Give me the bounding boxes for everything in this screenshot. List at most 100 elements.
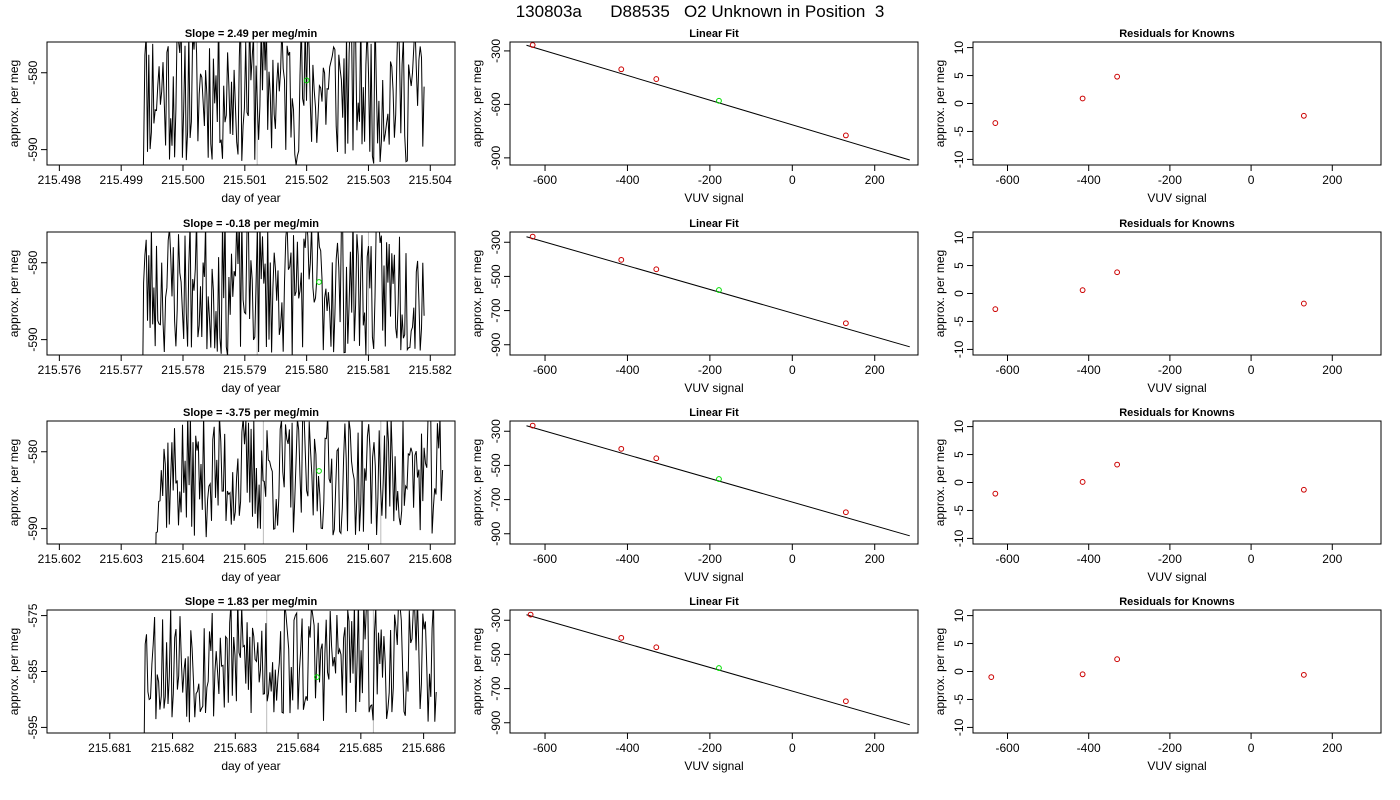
r1-timeseries-x-tick-label: 215.503 <box>347 173 391 187</box>
r4-linear_fit-known-point <box>842 698 849 705</box>
r1-residuals-residual-point <box>1300 112 1307 119</box>
r1-linear_fit-known-point <box>653 76 660 82</box>
r4-residuals-residual-point <box>988 674 995 680</box>
r3-timeseries-x-tick-label: 215.607 <box>347 552 391 566</box>
r3-residuals-residual-point <box>1114 461 1121 468</box>
r1-residuals-x-axis-label: VUV signal <box>1147 191 1206 205</box>
r1-residuals-y-axis-label: approx. per meg <box>933 60 947 147</box>
r2-linear_fit-x-tick-label: 0 <box>789 363 796 377</box>
r2-timeseries-mean-point <box>316 279 322 285</box>
r1-linear_fit-x-tick-label: -600 <box>533 173 557 187</box>
r3-timeseries-x-tick-label: 215.603 <box>99 552 143 566</box>
r4-linear_fit-y-tick-label: -700 <box>489 676 503 700</box>
r4-timeseries-x-tick-label: 215.682 <box>151 741 195 755</box>
r2-residuals-x-axis-label: VUV signal <box>1147 381 1206 395</box>
r4-linear_fit-x-tick-label: -600 <box>533 741 557 755</box>
r4-timeseries-title: Slope = 1.83 per meg/min <box>185 596 318 608</box>
r4-residuals-y-tick-label: -10 <box>952 718 966 736</box>
r4-timeseries-x-tick-label: 215.683 <box>214 741 258 755</box>
r4-linear_fit-x-axis-label: VUV signal <box>684 759 743 773</box>
r2-linear_fit-known-point <box>842 320 849 327</box>
r3-residuals-title: Residuals for Knowns <box>1119 407 1235 419</box>
r4-timeseries-plot-frame <box>46 609 456 734</box>
r2-linear_fit-known-point <box>618 256 625 263</box>
r1-linear_fit-y-tick-label: -600 <box>489 92 503 116</box>
r2-linear_fit-x-tick-label: -400 <box>615 363 639 377</box>
r1-timeseries-x-tick-label: 215.504 <box>409 173 453 187</box>
r3-residuals-y-tick-label: -5 <box>952 505 966 516</box>
r3-residuals-residual-point <box>992 490 999 497</box>
r2-linear_fit-plot-frame <box>509 231 919 356</box>
r3-linear_fit-x-tick-label: 200 <box>865 552 885 566</box>
r2-residuals-x-tick-label: 200 <box>1322 363 1342 377</box>
r1-residuals-x-tick-label: -400 <box>1077 173 1101 187</box>
r2-residuals-x-tick-label: -600 <box>995 363 1019 377</box>
r3-residuals-y-tick-label: 0 <box>952 479 966 486</box>
r2-residuals-residual-point <box>1079 287 1086 294</box>
r1-linear_fit-known-point <box>618 66 625 73</box>
r1-linear_fit-x-tick-label: 0 <box>789 173 796 187</box>
r2-linear_fit-x-tick-label: -200 <box>698 363 722 377</box>
r4-linear_fit-y-tick-label: -900 <box>489 710 503 734</box>
r2-linear_fit-x-tick-label: -600 <box>533 363 557 377</box>
r2-residuals-x-tick-label: -200 <box>1158 363 1182 377</box>
r1-residuals-residual-point <box>1114 73 1121 80</box>
r1-residuals-residual-point <box>992 120 999 126</box>
r3-residuals-y-tick-label: 5 <box>952 451 966 458</box>
r3-linear_fit-plot-frame <box>509 420 919 545</box>
r2-linear_fit-y-tick-label: -300 <box>489 230 503 254</box>
r4-residuals-y-tick-label: -5 <box>952 694 966 705</box>
r1-linear_fit-title: Linear Fit <box>689 28 739 40</box>
r1-timeseries-plot-frame <box>46 41 456 166</box>
r3-linear_fit-y-tick-label: -900 <box>489 521 503 545</box>
r1-linear_fit-unknown-point <box>716 97 722 104</box>
r4-linear_fit-known-point <box>618 634 625 641</box>
r4-linear_fit-y-axis-label: approx. per meg <box>470 628 484 715</box>
r3-linear_fit-x-tick-label: -600 <box>533 552 557 566</box>
r4-linear_fit-x-tick-label: 0 <box>789 741 796 755</box>
r2-residuals-title: Residuals for Knowns <box>1119 218 1235 230</box>
r1-timeseries-mean-point <box>303 77 310 84</box>
r1-residuals-x-tick-label: 200 <box>1322 173 1342 187</box>
r1-linear_fit-y-tick-label: -900 <box>489 146 503 170</box>
r1-timeseries-series-line <box>142 42 425 165</box>
r1-residuals-x-tick-label: 0 <box>1248 173 1255 187</box>
r2-timeseries-title: Slope = -0.18 per meg/min <box>183 218 319 230</box>
r2-timeseries-x-tick-label: 215.580 <box>285 363 329 377</box>
r2-residuals-residual-point <box>1300 300 1307 307</box>
r3-residuals-residual-point <box>1079 479 1086 485</box>
r4-residuals-residual-point <box>1079 671 1086 678</box>
r1-linear_fit-fit-line <box>526 44 910 161</box>
r1-timeseries-x-tick-label: 215.502 <box>285 173 329 187</box>
r4-linear_fit-x-tick-label: 200 <box>865 741 885 755</box>
r4-timeseries-mean-point <box>314 674 320 680</box>
r2-linear_fit-x-tick-label: 200 <box>865 363 885 377</box>
r2-residuals-x-tick-label: 0 <box>1248 363 1255 377</box>
r4-timeseries-y-axis-label: approx. per meg <box>7 628 21 715</box>
r1-linear_fit-x-tick-label: -200 <box>698 173 722 187</box>
r1-linear_fit-x-tick-label: -400 <box>615 173 639 187</box>
r2-timeseries-x-tick-label: 215.581 <box>347 363 391 377</box>
r3-linear_fit-x-axis-label: VUV signal <box>684 570 743 584</box>
r4-timeseries-y-tick-label: -575 <box>26 603 40 627</box>
r3-timeseries-x-axis-label: day of year <box>221 570 280 584</box>
r2-residuals-y-axis-label: approx. per meg <box>933 250 947 337</box>
r3-residuals-x-tick-label: 0 <box>1248 552 1255 566</box>
r1-residuals-y-tick-label: -5 <box>952 126 966 137</box>
r2-linear_fit-y-tick-label: -900 <box>489 332 503 356</box>
r4-residuals-x-axis-label: VUV signal <box>1147 759 1206 773</box>
r2-residuals-y-tick-label: -5 <box>952 316 966 327</box>
r4-residuals-x-tick-label: -200 <box>1158 741 1182 755</box>
r3-residuals-x-tick-label: -600 <box>995 552 1019 566</box>
r1-residuals-x-tick-label: -600 <box>995 173 1019 187</box>
r4-residuals-y-tick-label: 5 <box>952 640 966 647</box>
r1-residuals-y-tick-label: 10 <box>952 41 966 55</box>
r2-timeseries-x-tick-label: 215.582 <box>409 363 453 377</box>
r3-timeseries-x-tick-label: 215.606 <box>285 552 329 566</box>
r1-timeseries-y-tick-label: -580 <box>26 60 40 84</box>
r3-timeseries-mean-point <box>316 468 322 474</box>
r1-linear_fit-known-point <box>529 42 536 48</box>
r1-timeseries-x-tick-label: 215.498 <box>38 173 82 187</box>
r4-timeseries-x-tick-label: 215.684 <box>276 741 320 755</box>
r3-residuals-residual-point <box>1300 486 1307 493</box>
